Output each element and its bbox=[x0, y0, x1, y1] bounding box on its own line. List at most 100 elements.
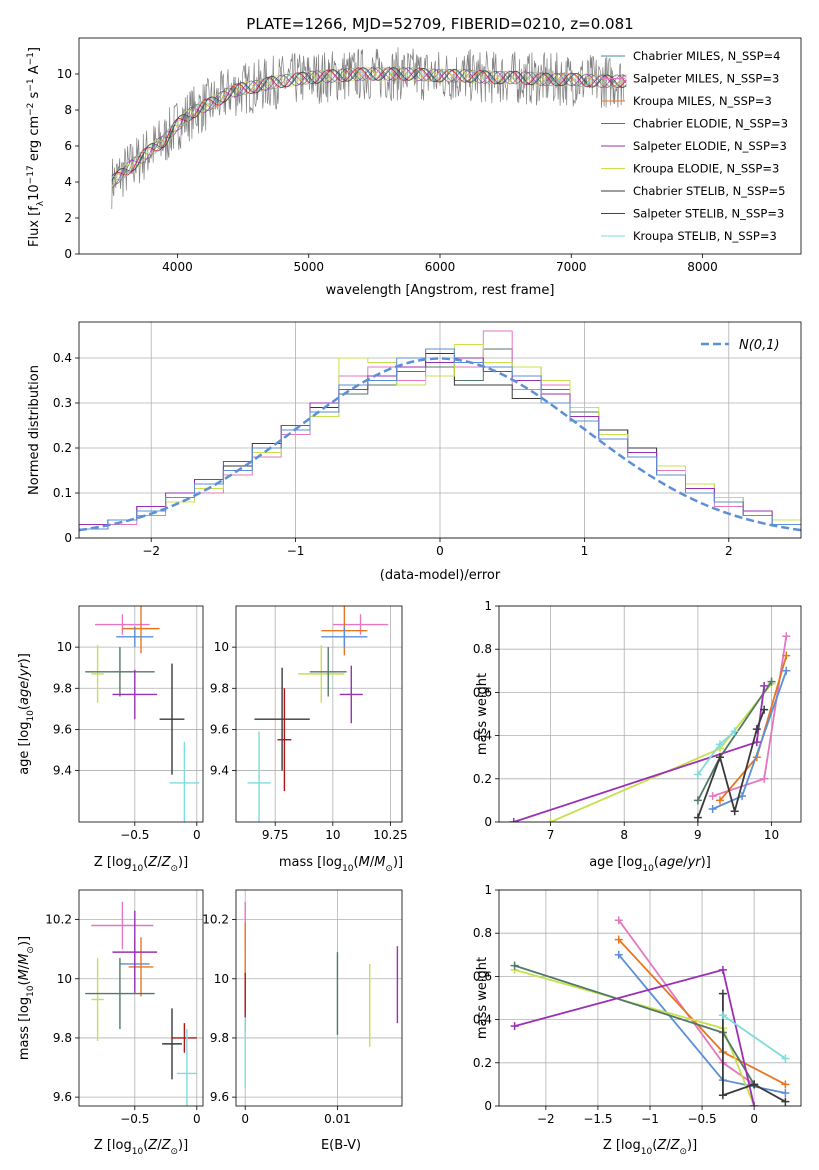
weight-point-marker bbox=[760, 681, 769, 690]
axes-frame bbox=[498, 889, 802, 1107]
axes-frame bbox=[78, 889, 204, 1107]
model-spectrum-line bbox=[111, 67, 627, 182]
histogram-steps bbox=[79, 330, 801, 538]
mass-vs-ebv-panel: E(B-V) 0 0.01 9.6 9.8 10 10.2 bbox=[202, 889, 403, 1153]
weight-point-marker bbox=[693, 796, 702, 805]
weight-point-marker bbox=[510, 961, 519, 970]
weight-lines bbox=[509, 632, 791, 822]
mass-ylabel: mass [log10(M/M⊙)] bbox=[17, 936, 36, 1060]
y-tick-label: 10 bbox=[214, 972, 229, 986]
histogram-step-line bbox=[79, 348, 801, 538]
weight-z-xlabel: Z [log10(Z/Z⊙)] bbox=[603, 1138, 697, 1157]
legend-label: Salpeter STELIB, N_SSP=3 bbox=[633, 207, 784, 221]
weight-point-marker bbox=[750, 1102, 759, 1106]
axes-frame bbox=[78, 37, 802, 255]
axes-frame bbox=[235, 889, 403, 1107]
weight-point-marker bbox=[708, 805, 717, 814]
x-tick-label: 1 bbox=[581, 544, 589, 558]
x-tick-label: 0 bbox=[750, 1112, 758, 1126]
residual-histogram-panel: (data-model)/error Normed distribution −… bbox=[27, 321, 802, 583]
legend-label: Kroupa ELODIE, N_SSP=3 bbox=[633, 162, 779, 176]
weight-point-marker bbox=[730, 727, 739, 736]
x-tick-label: 7 bbox=[547, 828, 555, 842]
weight-point-marker bbox=[781, 1089, 790, 1098]
x-tick-label: 8 bbox=[620, 828, 628, 842]
mass-vs-metallicity-panel: Z [log10(Z/Z⊙)] mass [log10(M/M⊙)] −0.5 0… bbox=[17, 889, 204, 1157]
y-tick-label: 9.6 bbox=[53, 1090, 72, 1104]
y-tick-label: 0.4 bbox=[53, 351, 72, 365]
weight-age-ylabel: mass weight bbox=[475, 673, 490, 755]
y-tick-label: 0.1 bbox=[53, 486, 72, 500]
weight-point-marker bbox=[708, 792, 717, 801]
age-vs-metallicity-panel: Z [log10(Z/Z⊙)] age [log10(age/yr)] −0.5… bbox=[17, 605, 204, 874]
y-tick-label: 0.2 bbox=[473, 772, 492, 786]
y-tick-label: 0.2 bbox=[473, 1056, 492, 1070]
x-tick-label: 5000 bbox=[293, 260, 324, 274]
x-tick-label: −0.5 bbox=[120, 828, 149, 842]
weight-point-marker bbox=[693, 770, 702, 779]
y-tick-label: 4 bbox=[64, 175, 72, 189]
mass-ebv-xlabel: E(B-V) bbox=[321, 1138, 361, 1153]
weight-series-line bbox=[514, 969, 755, 1106]
weight-point-marker bbox=[752, 725, 761, 734]
model-spectrum-line bbox=[111, 67, 627, 180]
x-tick-label: 10 bbox=[764, 828, 779, 842]
axes-frame bbox=[78, 321, 802, 539]
x-tick-label: 7000 bbox=[556, 260, 587, 274]
weight-point-marker bbox=[782, 666, 791, 675]
spectrum-ylabel: Flux [fλ10−17 erg cm−2 s−1 A−1] bbox=[26, 47, 46, 247]
y-tick-label: 0.6 bbox=[473, 685, 492, 699]
y-tick-label: 9.6 bbox=[210, 1090, 229, 1104]
weight-point-marker bbox=[509, 818, 518, 822]
y-tick-label: 0.4 bbox=[473, 1013, 492, 1027]
weight-series-line bbox=[722, 1014, 786, 1060]
legend-label: Chabrier MILES, N_SSP=4 bbox=[633, 49, 780, 63]
y-tick-label: 9.4 bbox=[210, 764, 229, 778]
x-tick-label: −1 bbox=[287, 544, 305, 558]
y-tick-label: 9.8 bbox=[53, 681, 72, 695]
weight-point-marker bbox=[750, 1080, 759, 1089]
legend-label: Salpeter ELODIE, N_SSP=3 bbox=[633, 139, 787, 153]
x-tick-label: −0.5 bbox=[687, 1112, 716, 1126]
error-bars bbox=[85, 901, 197, 1106]
error-bars bbox=[244, 901, 399, 1089]
weight-point-marker bbox=[760, 705, 769, 714]
weight-series-line bbox=[618, 919, 755, 1086]
y-tick-label: 1 bbox=[484, 883, 492, 897]
weight-point-marker bbox=[546, 818, 555, 822]
x-tick-label: 9.75 bbox=[262, 828, 289, 842]
y-tick-label: 0 bbox=[484, 1099, 492, 1113]
weight-point-marker bbox=[718, 965, 727, 974]
weight-point-marker bbox=[781, 1054, 790, 1063]
error-bars bbox=[247, 606, 389, 822]
weight-series-line bbox=[550, 683, 773, 822]
y-tick-label: 2 bbox=[64, 211, 72, 225]
legend-label: Kroupa MILES, N_SSP=3 bbox=[633, 94, 772, 108]
histogram-xlabel: (data-model)/error bbox=[380, 568, 501, 583]
spectrum-lines bbox=[111, 47, 627, 210]
gaussian-curve bbox=[79, 357, 801, 532]
y-tick-label: 9.8 bbox=[210, 1031, 229, 1045]
y-tick-label: 10 bbox=[57, 972, 72, 986]
y-tick-label: 0.6 bbox=[473, 969, 492, 983]
x-tick-label: −2 bbox=[142, 544, 160, 558]
y-tick-label: 1 bbox=[484, 599, 492, 613]
y-tick-label: 9.6 bbox=[210, 722, 229, 736]
y-tick-label: 6 bbox=[64, 139, 72, 153]
y-tick-label: 10 bbox=[57, 640, 72, 654]
weight-series-line bbox=[513, 685, 766, 822]
observed-spectrum bbox=[111, 47, 625, 210]
y-tick-label: 0 bbox=[484, 815, 492, 829]
y-tick-label: 9.6 bbox=[53, 722, 72, 736]
weight-point-marker bbox=[614, 950, 623, 959]
y-tick-label: 0 bbox=[64, 247, 72, 261]
mass-weight-vs-metallicity-panel: Z [log10(Z/Z⊙)] mass weight −2 −1.5 −1 −0.5… bbox=[473, 883, 802, 1157]
weight-point-marker bbox=[718, 1091, 727, 1100]
spectrum-title: PLATE=1266, MJD=52709, FIBERID=0210, z=0… bbox=[246, 15, 633, 33]
y-tick-label: 10 bbox=[57, 67, 72, 81]
weight-series-line bbox=[514, 968, 755, 1106]
x-tick-label: 0 bbox=[193, 1112, 201, 1126]
model-spectrum-line bbox=[111, 67, 627, 177]
age-ylabel: age [log10(age/yr)] bbox=[17, 653, 36, 775]
weight-point-marker bbox=[767, 677, 776, 686]
